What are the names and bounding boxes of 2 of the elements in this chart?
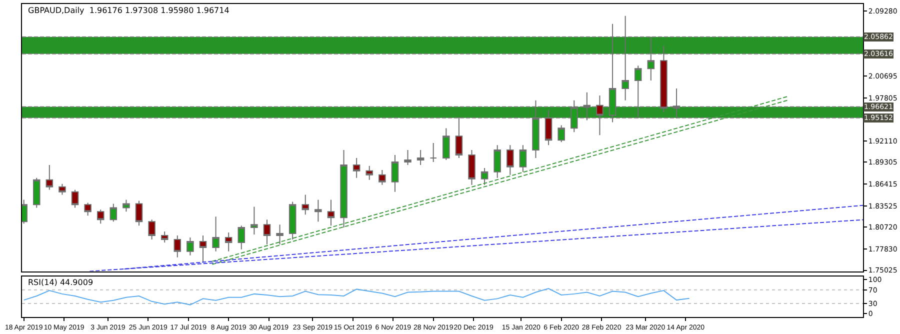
chart-title: RSI(14) 44.9009	[28, 278, 94, 287]
chart-title: GBPAUD,Daily 1.96176 1.97308 1.95980 1.96714	[28, 6, 230, 15]
